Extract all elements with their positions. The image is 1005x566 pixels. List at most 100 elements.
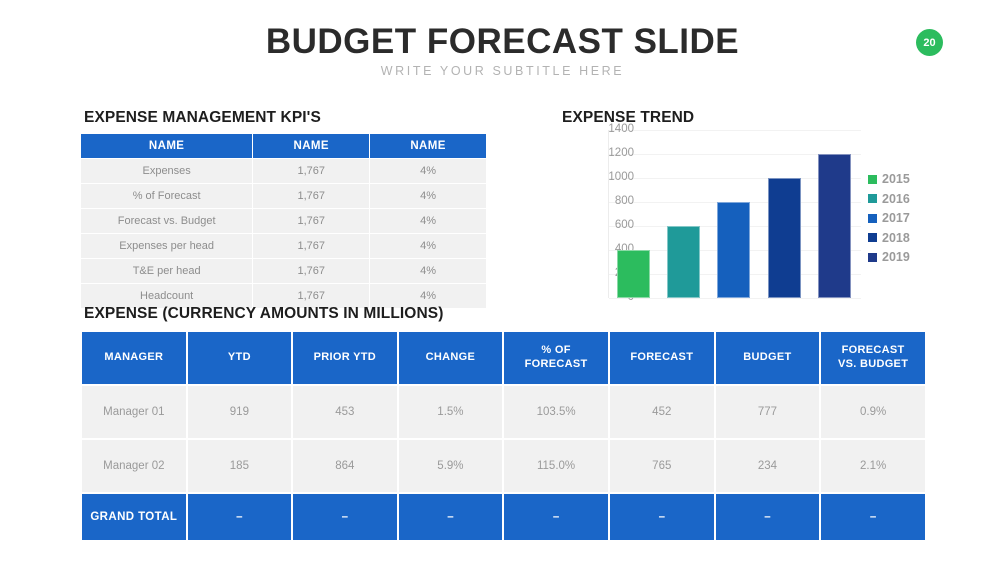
kpi-row: Expenses 1,767 4% — [81, 159, 486, 183]
expense-cell-budget: 777 — [715, 386, 820, 438]
expense-cell-ytd: 185 — [187, 440, 292, 492]
chart-bar-group — [608, 130, 860, 298]
page-subtitle: WRITE YOUR SUBTITLE HERE — [380, 64, 625, 78]
kpi-cell-pct: 4% — [370, 159, 486, 183]
expense-table-row: Manager 01 919 453 1.5% 103.5% 452 777 0.9% — [82, 386, 925, 438]
legend-swatch-icon — [868, 233, 877, 242]
expense-trend-chart: 1400120010008006004002000 20152016201720… — [560, 123, 940, 310]
kpi-cell-value: 1,767 — [253, 234, 370, 258]
chart-y-tick-label: 600 — [614, 219, 634, 231]
legend-label: 2017 — [882, 211, 910, 225]
expense-col-header-7: FORECAST VS. BUDGET — [821, 332, 925, 384]
expense-cell-forecast: 452 — [609, 386, 714, 438]
kpi-cell-name: T&E per head — [81, 259, 253, 283]
kpi-table: NAME NAME NAME Expenses 1,767 4%% of Forec… — [80, 133, 487, 309]
kpi-cell-value: 1,767 — [253, 209, 370, 233]
kpi-section-heading: EXPENSE MANAGEMENT KPI'S — [84, 109, 321, 126]
expense-cell-forecast: 765 — [609, 440, 714, 492]
expense-col-header-0: MANAGER — [82, 332, 186, 384]
legend-label: 2016 — [882, 191, 910, 206]
expense-cell-ytd: 919 — [187, 386, 292, 438]
chart-y-tick-label: 1000 — [608, 171, 634, 183]
expense-cell-forecast_vs_budget: 2.1% — [821, 440, 925, 492]
chart-legend-item: 2017 — [868, 211, 910, 225]
expense-table-row: Manager 02 185 864 5.9% 115.0% 765 234 2.1% — [82, 440, 925, 492]
kpi-cell-name: Headcount — [81, 284, 253, 308]
expense-header-row: MANAGER YTD PRIOR YTD CHANGE% OF FORECAST FOR… — [82, 332, 925, 384]
kpi-cell-name: Expenses — [81, 159, 253, 183]
expense-cell-budget: 234 — [715, 440, 820, 492]
chart-bar-2017 — [717, 202, 751, 298]
kpi-cell-pct: 4% — [370, 234, 486, 258]
grand-total-value: – — [609, 494, 714, 540]
expense-cell-prior_ytd: 864 — [293, 440, 397, 492]
kpi-cell-name: Forecast vs. Budget — [81, 209, 253, 233]
grand-total-value: – — [293, 494, 397, 540]
kpi-col-header-0: NAME — [81, 134, 253, 158]
grand-total-value: – — [715, 494, 820, 540]
kpi-col-header-2: NAME — [370, 134, 486, 158]
chart-legend-item: 2015 — [868, 172, 910, 186]
chart-y-tick-label: 1400 — [608, 123, 634, 135]
grand-total-value: – — [187, 494, 292, 540]
chart-bar-2018 — [767, 178, 801, 298]
legend-swatch-icon — [868, 213, 877, 223]
kpi-cell-name: % of Forecast — [81, 184, 253, 208]
chart-bar-2016 — [667, 226, 701, 298]
kpi-cell-value: 1,767 — [253, 184, 370, 208]
expense-cell-forecast_vs_budget: 0.9% — [821, 386, 925, 438]
expense-grand-total-row: GRAND TOTAL – – – – – – – — [82, 494, 925, 540]
legend-label: 2018 — [882, 230, 910, 245]
chart-y-tick-label: 800 — [614, 195, 634, 207]
expense-cell-change: 5.9% — [398, 440, 503, 492]
expense-col-header-5: FORECAST — [609, 332, 714, 384]
kpi-row: Forecast vs. Budget 1,767 4% — [81, 209, 486, 233]
expense-col-header-1: YTD — [187, 332, 292, 384]
kpi-cell-value: 1,767 — [253, 284, 370, 308]
legend-label: 2015 — [882, 172, 910, 186]
chart-gridline — [609, 178, 861, 179]
kpi-row: Headcount 1,767 4% — [81, 284, 486, 308]
kpi-row: % of Forecast 1,767 4% — [81, 184, 486, 208]
kpi-col-header-1: NAME — [253, 134, 370, 158]
trend-section-heading: EXPENSE TREND — [562, 109, 695, 126]
expense-col-header-2: PRIOR YTD — [293, 332, 397, 384]
kpi-cell-value: 1,767 — [253, 259, 370, 283]
kpi-header-row: NAME NAME NAME — [81, 134, 486, 158]
kpi-cell-name: Expenses per head — [81, 234, 253, 258]
legend-swatch-icon — [868, 174, 877, 184]
chart-legend-item: 2019 — [868, 250, 910, 264]
expense-col-header-3: CHANGE — [398, 332, 503, 384]
kpi-cell-pct: 4% — [370, 184, 486, 208]
kpi-cell-pct: 4% — [370, 209, 486, 233]
grand-total-value: – — [821, 494, 925, 540]
expense-cell-manager: Manager 02 — [82, 440, 186, 492]
expense-col-header-6: BUDGET — [715, 332, 820, 384]
expense-table: MANAGER YTD PRIOR YTD CHANGE% OF FORECAST FOR… — [80, 330, 927, 542]
chart-bar-2019 — [818, 154, 852, 298]
chart-y-tick-label: 1200 — [608, 147, 634, 159]
expense-cell-change: 1.5% — [398, 386, 503, 438]
expense-col-header-4: % OF FORECAST — [504, 332, 608, 384]
chart-bar-2015 — [616, 250, 650, 298]
kpi-row: Expenses per head 1,767 4% — [81, 234, 486, 258]
legend-swatch-icon — [868, 252, 877, 262]
legend-label: 2019 — [882, 250, 910, 264]
chart-legend-item: 2018 — [868, 231, 910, 245]
legend-swatch-icon — [868, 194, 877, 203]
expense-section-heading: EXPENSE (CURRENCY AMOUNTS IN MILLIONS) — [84, 305, 444, 322]
kpi-cell-value: 1,767 — [253, 159, 370, 183]
kpi-cell-pct: 4% — [370, 284, 486, 308]
page-number-badge: 20 — [916, 29, 943, 56]
expense-cell-pct_of_forecast: 115.0% — [504, 440, 608, 492]
grand-total-value: – — [398, 494, 503, 540]
grand-total-label: GRAND TOTAL — [82, 494, 186, 540]
chart-legend: 2015 2016 2017 2018 2019 — [868, 172, 910, 270]
expense-cell-prior_ytd: 453 — [293, 386, 397, 438]
chart-gridline — [609, 154, 861, 155]
grand-total-value: – — [504, 494, 608, 540]
expense-cell-pct_of_forecast: 103.5% — [504, 386, 608, 438]
expense-cell-manager: Manager 01 — [82, 386, 186, 438]
kpi-row: T&E per head 1,767 4% — [81, 259, 486, 283]
